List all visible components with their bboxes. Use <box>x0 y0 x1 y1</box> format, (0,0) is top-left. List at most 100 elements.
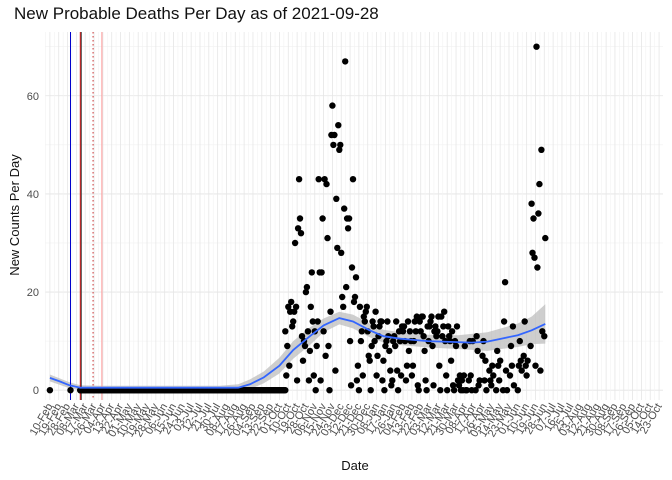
data-point <box>475 382 482 389</box>
data-point <box>293 377 301 384</box>
data-point <box>450 387 458 394</box>
data-point <box>449 382 457 389</box>
data-point <box>420 333 427 340</box>
data-point <box>542 234 549 242</box>
data-point <box>467 372 474 379</box>
confidence-band <box>49 304 546 392</box>
data-point <box>523 372 530 379</box>
data-point <box>388 382 395 389</box>
data-point <box>389 377 396 384</box>
data-point <box>333 195 340 202</box>
data-point <box>538 146 545 153</box>
data-point <box>366 357 373 364</box>
data-point <box>535 210 542 217</box>
data-point <box>307 303 314 310</box>
y-tick-label: 0 <box>33 385 39 397</box>
y-tick-labels: 0 20 40 60 <box>27 91 39 397</box>
data-point <box>344 225 352 232</box>
data-point <box>528 200 535 207</box>
y-tick-label: 20 <box>27 287 39 299</box>
data-point <box>318 269 325 276</box>
data-point <box>367 387 374 394</box>
data-point <box>452 342 460 350</box>
data-point <box>291 308 298 315</box>
data-point <box>524 357 531 364</box>
data-point <box>502 367 510 374</box>
data-point <box>326 387 333 394</box>
data-point <box>415 387 422 394</box>
data-point <box>298 333 306 340</box>
data-point <box>381 387 388 394</box>
x-tick-labels: 10-Feb19-Feb28-Feb08-Mar17-Mar26-Mar04-A… <box>28 401 665 439</box>
data-point <box>365 352 372 359</box>
chart-title: New Probable Deaths Per Day as of 2021-0… <box>14 4 379 23</box>
data-point <box>416 318 423 325</box>
data-point <box>362 308 369 315</box>
data-point <box>541 333 548 340</box>
data-point <box>406 328 414 335</box>
data-point <box>490 372 497 379</box>
data-point <box>500 318 508 325</box>
data-point <box>417 328 424 335</box>
data-point <box>522 362 529 369</box>
data-point <box>472 387 479 394</box>
data-point <box>394 367 401 374</box>
data-point <box>433 333 440 340</box>
data-point <box>359 372 366 379</box>
data-point <box>516 337 523 345</box>
data-point <box>432 323 439 330</box>
data-point <box>306 347 314 355</box>
data-point <box>495 362 502 369</box>
data-point <box>288 298 295 306</box>
data-point <box>349 176 357 183</box>
data-point <box>295 176 303 183</box>
data-point <box>332 367 339 374</box>
data-point <box>67 387 74 394</box>
data-point <box>322 352 329 359</box>
data-point <box>515 362 522 369</box>
data-point <box>378 318 385 325</box>
data-point <box>479 352 486 359</box>
data-point <box>443 372 450 379</box>
gridlines <box>45 32 663 400</box>
data-point <box>536 180 543 188</box>
data-point <box>441 308 448 315</box>
data-point <box>414 382 421 389</box>
data-point <box>509 323 517 330</box>
data-point <box>474 347 481 355</box>
data-point <box>286 362 293 369</box>
data-point <box>314 318 321 325</box>
data-point <box>429 342 436 350</box>
data-point <box>296 215 304 222</box>
data-point <box>434 328 441 335</box>
data-point <box>347 382 355 389</box>
data-point <box>506 372 514 379</box>
data-point <box>291 239 299 247</box>
data-point <box>403 362 411 369</box>
data-point <box>309 318 316 325</box>
data-point <box>426 323 433 330</box>
data-point <box>430 382 437 389</box>
data-point <box>447 357 455 364</box>
data-point <box>346 337 354 345</box>
data-point <box>294 225 302 232</box>
data-point <box>292 303 300 310</box>
data-point <box>282 328 289 335</box>
data-point <box>337 141 344 149</box>
y-tick-label: 60 <box>27 91 39 103</box>
data-point <box>458 377 466 384</box>
data-point <box>532 362 539 369</box>
data-point <box>508 362 516 369</box>
data-point <box>336 146 343 153</box>
data-point <box>355 387 363 394</box>
data-point <box>393 318 400 325</box>
data-point <box>308 269 315 276</box>
data-point <box>340 303 347 310</box>
data-point <box>446 333 453 340</box>
data-point <box>438 313 445 320</box>
data-point <box>405 347 413 355</box>
data-point <box>507 342 515 350</box>
data-point <box>521 318 528 325</box>
data-point <box>373 372 380 379</box>
data-point <box>496 377 503 384</box>
